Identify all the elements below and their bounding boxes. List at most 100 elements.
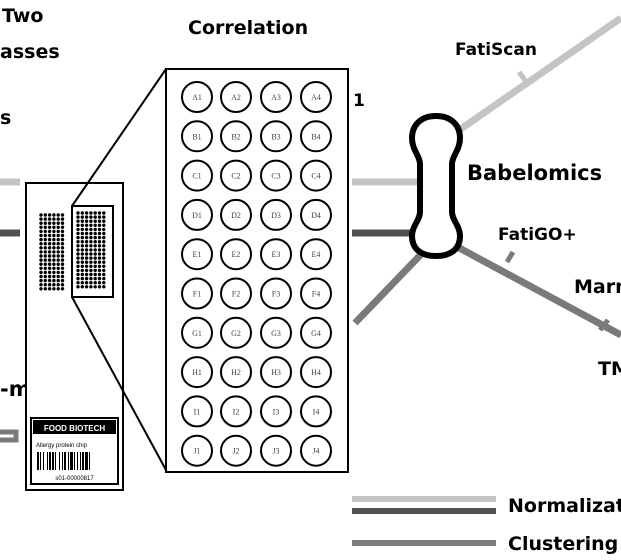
well-label: C2 [231, 172, 240, 181]
chip-spot [84, 231, 89, 236]
barcode-bar [59, 452, 60, 470]
chip-spot [89, 248, 93, 252]
chip-spot [56, 283, 60, 287]
chip-spot [56, 270, 60, 275]
chip-spot [39, 242, 43, 246]
well-label: J3 [272, 447, 279, 456]
chip-spot [102, 219, 106, 223]
chip-spot [97, 260, 102, 264]
chip-spot [60, 283, 65, 287]
well-E3 [260, 238, 292, 271]
chip-spot [43, 270, 47, 275]
chip-spot [43, 262, 47, 266]
chip-spot [93, 227, 97, 232]
barcode-bar [37, 452, 39, 470]
chip-spot [47, 237, 52, 242]
chip-spot [43, 278, 47, 283]
chip-spot [52, 217, 56, 221]
babelomics-station [408, 112, 464, 260]
chip-spot [60, 258, 65, 262]
well-label: F3 [272, 290, 280, 299]
chip-spot [84, 272, 89, 277]
chip-spot [60, 287, 65, 291]
chip-spot [89, 260, 93, 264]
line-marmite-tick [598, 318, 610, 332]
chip-spot [102, 268, 106, 273]
well-A2 [220, 81, 252, 113]
chip-spot [39, 274, 43, 279]
chip-spot [39, 217, 43, 221]
well-A4 [300, 81, 332, 113]
chip-spot [39, 225, 43, 229]
chip-spot [89, 223, 93, 227]
chip-spot [97, 252, 102, 256]
chip-spot [97, 276, 102, 281]
chip-spot [39, 246, 43, 250]
barcode-bar [47, 452, 48, 470]
chip-spot [39, 250, 43, 254]
chip-spot [60, 237, 65, 242]
zoom-line-top [71, 68, 167, 207]
chip-spot [102, 256, 106, 260]
barcode-bar [80, 452, 81, 470]
well-H4 [300, 356, 332, 389]
chip-spot [60, 270, 65, 275]
chip-spot [39, 221, 43, 225]
chip-spot [52, 283, 56, 287]
well-B4 [300, 120, 332, 153]
correlation-title: Correlation [188, 17, 308, 39]
well-H3 [260, 356, 292, 389]
chip-spot [52, 254, 56, 258]
chip-spot [76, 260, 80, 264]
chip-spot [97, 223, 102, 227]
chip-spot [60, 229, 65, 234]
chip-spot [47, 229, 52, 234]
chip-spot [52, 242, 56, 246]
barcode-bar [77, 452, 78, 470]
chip-spot [80, 211, 85, 215]
well-C4 [300, 159, 332, 192]
chip-spot [47, 254, 52, 258]
well-A1 [181, 81, 213, 113]
well-B2 [220, 120, 252, 153]
well-label: G3 [271, 329, 281, 338]
chip-spot [52, 229, 56, 234]
chip-spot [43, 217, 47, 221]
chip-spot [89, 211, 93, 215]
chip-spot [89, 235, 93, 240]
chip-spot [93, 219, 97, 223]
chip-spot [97, 264, 102, 268]
chip-spot [43, 266, 47, 270]
chip-spot [93, 240, 97, 244]
chip-spot [84, 219, 89, 223]
line-mid-right [352, 242, 433, 326]
well-D1 [181, 198, 213, 231]
fatiscan-label: FatiScan [455, 40, 537, 60]
chip-spot [56, 258, 60, 262]
chip-spot [102, 240, 106, 244]
chip-spot [93, 248, 97, 252]
well-label: B3 [271, 132, 280, 141]
chip-spot [60, 217, 65, 221]
chip-spot [47, 274, 52, 279]
chip-spot [60, 225, 65, 229]
chip-spot [39, 270, 43, 275]
chip-spot [102, 248, 106, 252]
chip-spot [56, 274, 60, 279]
barcode-bar [70, 452, 73, 470]
chip-spot [56, 217, 60, 221]
well-G2 [220, 316, 252, 349]
chip-spot [97, 281, 102, 285]
well-F2 [220, 277, 252, 310]
well-label: H3 [271, 368, 281, 377]
chip-spot [76, 231, 80, 236]
chip-spot [52, 270, 56, 275]
chip-spot [60, 242, 65, 246]
chip-spot [97, 268, 102, 273]
chip-spot [80, 252, 85, 256]
chip-spot [43, 242, 47, 246]
well-H1 [181, 356, 213, 389]
chip-spot [97, 211, 102, 215]
chip-spot [97, 256, 102, 260]
